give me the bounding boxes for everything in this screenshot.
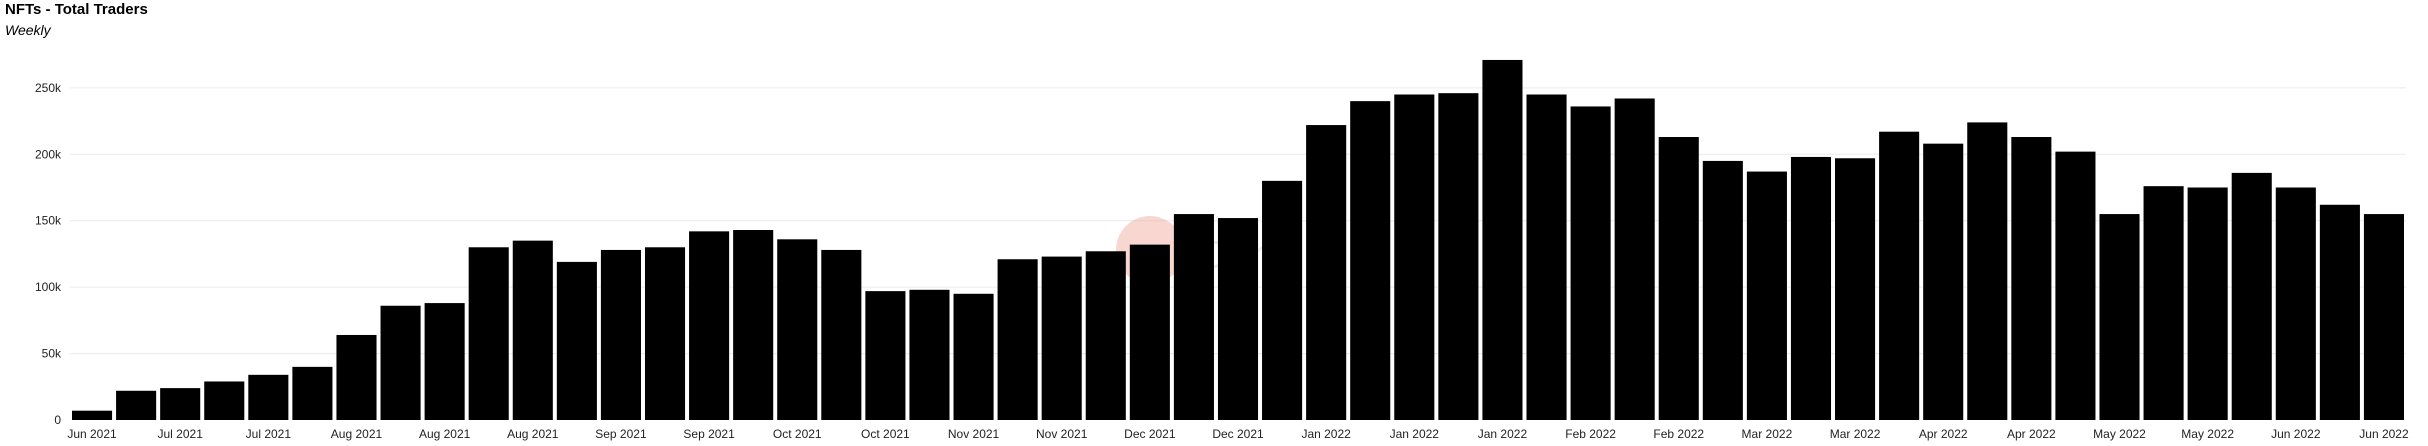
bar <box>777 239 818 420</box>
bar <box>1173 214 1214 420</box>
bar <box>1790 156 1832 420</box>
bar <box>1570 106 1611 420</box>
bar <box>953 293 994 420</box>
x-tick-label: Jan 2022 <box>1301 427 1351 441</box>
bar <box>1526 94 1567 420</box>
bar <box>1262 180 1303 420</box>
x-tick-label: Sep 2021 <box>595 427 647 441</box>
bar <box>1306 125 1347 421</box>
bar <box>1482 59 1523 420</box>
bar <box>1746 171 1787 420</box>
x-tick-label: Jun 2022 <box>2359 427 2409 441</box>
bar <box>160 388 201 420</box>
x-tick-label: Aug 2021 <box>331 427 383 441</box>
bar <box>116 390 157 420</box>
bar <box>644 247 686 420</box>
bar <box>1967 122 2008 421</box>
x-tick-label: Jun 2021 <box>67 427 117 441</box>
x-tick-label: Feb 2022 <box>1565 427 1616 441</box>
x-tick-label: Apr 2022 <box>2007 427 2056 441</box>
bar <box>2319 204 2360 420</box>
bar <box>292 366 333 420</box>
bar <box>2231 172 2272 420</box>
bar <box>909 289 950 420</box>
y-tick-label: 200k <box>35 147 62 161</box>
bar <box>336 334 377 420</box>
x-tick-label: May 2022 <box>2181 427 2234 441</box>
y-tick-label: 100k <box>35 280 62 294</box>
x-tick-label: Jan 2022 <box>1478 427 1528 441</box>
bar <box>248 374 289 420</box>
bar <box>468 247 509 420</box>
x-tick-label: Nov 2021 <box>1036 427 1088 441</box>
x-tick-label: Oct 2021 <box>773 427 822 441</box>
bar <box>865 291 906 420</box>
x-tick-label: Nov 2021 <box>948 427 1000 441</box>
bar <box>997 259 1038 420</box>
bar <box>821 249 862 420</box>
x-tick-label: Jul 2021 <box>246 427 292 441</box>
bar <box>1923 143 1964 420</box>
x-tick-label: Oct 2021 <box>861 427 910 441</box>
x-tick-label: Mar 2022 <box>1830 427 1881 441</box>
bar <box>1879 131 1920 420</box>
x-tick-label: Jul 2021 <box>158 427 204 441</box>
bar <box>1394 94 1435 420</box>
chart-title: NFTs - Total Traders <box>5 1 148 18</box>
bar <box>689 231 730 420</box>
bar <box>2187 187 2228 420</box>
chart-subtitle: Weekly <box>5 22 51 38</box>
bar <box>1350 101 1391 421</box>
y-tick-label: 150k <box>35 214 62 228</box>
bar <box>1614 98 1655 420</box>
bar <box>380 305 421 420</box>
bar <box>72 410 113 420</box>
bar <box>1835 158 1876 420</box>
y-tick-label: 50k <box>42 347 62 361</box>
y-tick-label: 0 <box>54 413 61 427</box>
bar <box>2099 214 2140 420</box>
bar <box>2275 187 2316 420</box>
bar <box>1217 218 1259 420</box>
x-tick-label: Aug 2021 <box>419 427 471 441</box>
bar <box>1658 137 1699 420</box>
x-tick-label: Mar 2022 <box>1742 427 1793 441</box>
bar <box>1702 160 1743 420</box>
bar <box>512 240 553 420</box>
y-axis: 0 50k 100k 150k 200k 250k <box>35 81 62 427</box>
x-tick-label: Dec 2021 <box>1212 427 1264 441</box>
x-tick-label: Feb 2022 <box>1653 427 1704 441</box>
bar <box>733 230 774 420</box>
y-tick-label: 250k <box>35 81 62 95</box>
x-tick-label: Aug 2021 <box>507 427 559 441</box>
x-tick-label: May 2022 <box>2093 427 2146 441</box>
bar <box>1041 256 1082 420</box>
x-tick-label: Sep 2021 <box>683 427 735 441</box>
bar <box>2011 137 2052 420</box>
x-axis: Jun 2021 Jul 2021 Jul 2021 Aug 2021 Aug 2021… <box>67 427 2409 441</box>
bar <box>1085 251 1126 420</box>
x-tick-label: Jun 2022 <box>2271 427 2321 441</box>
x-tick-label: Jan 2022 <box>1390 427 1440 441</box>
bars <box>72 59 2404 421</box>
bar <box>600 249 641 420</box>
bar <box>2143 186 2184 420</box>
bar <box>2363 214 2404 420</box>
x-tick-label: Dec 2021 <box>1124 427 1176 441</box>
x-tick-label: Apr 2022 <box>1919 427 1968 441</box>
bar <box>2055 151 2096 420</box>
bar <box>1438 93 1479 421</box>
bar <box>204 381 245 420</box>
bar <box>556 261 597 420</box>
bar <box>424 303 465 420</box>
bar <box>1129 244 1170 420</box>
